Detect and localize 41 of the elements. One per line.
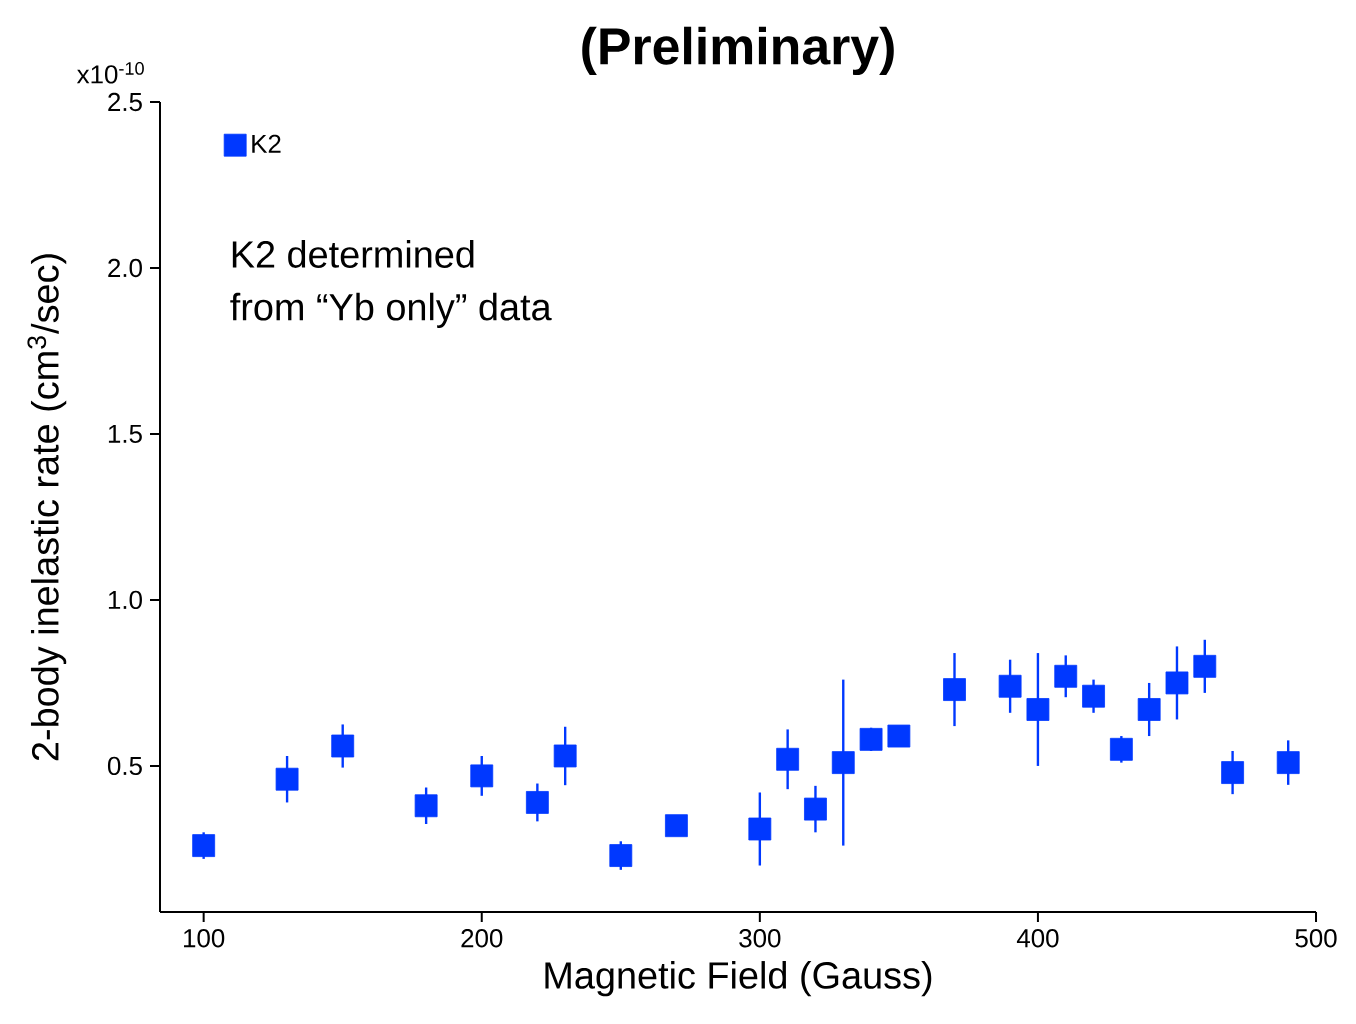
point — [748, 817, 772, 841]
point — [831, 751, 855, 775]
point — [553, 744, 577, 768]
point — [776, 747, 800, 771]
y-tick-label: 1.5 — [108, 424, 142, 443]
point — [414, 794, 438, 818]
point — [1109, 737, 1133, 761]
point — [665, 814, 688, 838]
y-tick-label: 1.0 — [108, 590, 142, 610]
point — [1165, 671, 1189, 695]
x-tick-label: 400 — [1016, 929, 1059, 948]
legend-label: K2 — [252, 134, 281, 153]
annotation: K2 determined — [232, 240, 474, 268]
point — [525, 791, 549, 814]
text: x10$^{-10}$ — [76, 62, 144, 84]
point — [1193, 654, 1217, 678]
point — [887, 724, 911, 748]
y-tick-label: 0.5 — [107, 756, 142, 776]
x-axis-title: Magnetic Field (Gauss) — [545, 961, 932, 997]
y-tick-label: 2.0 — [108, 258, 142, 278]
x-tick-label: 100 — [184, 929, 225, 948]
chart-title: (Preliminary) — [582, 26, 894, 75]
y-tick-label: 2.5 — [108, 92, 142, 112]
point — [1054, 664, 1078, 688]
point — [1026, 698, 1050, 721]
x-tick-label: 200 — [461, 929, 503, 948]
point — [998, 674, 1022, 698]
point — [804, 797, 827, 821]
point — [275, 767, 299, 791]
point — [192, 834, 216, 857]
y-axis-title: 2-body inelastic rate (cm$^{3}$/sec) — [27, 254, 67, 761]
point — [1137, 698, 1161, 721]
x-tick-label: 300 — [739, 929, 781, 948]
point — [470, 764, 494, 788]
annotation: from “Yb only” data — [230, 292, 552, 329]
point — [1082, 684, 1105, 708]
point — [1221, 761, 1244, 784]
x-tick-label: 500 — [1295, 929, 1337, 948]
point — [1276, 751, 1300, 775]
point — [331, 734, 355, 758]
point — [943, 678, 966, 701]
